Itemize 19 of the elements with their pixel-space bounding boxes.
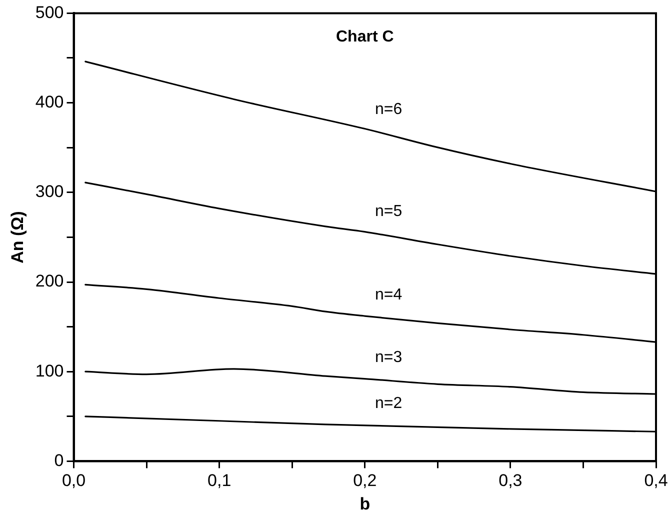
- y-tick-label: 300: [35, 182, 64, 202]
- series-label: n=2: [374, 395, 402, 412]
- y-tick-label: 500: [35, 2, 64, 22]
- x-tick-label: 0,1: [208, 471, 232, 490]
- y-tick-label: 400: [35, 92, 64, 112]
- y-tick-label: 200: [35, 272, 64, 291]
- series-label: n=3: [374, 349, 402, 366]
- y-tick-label: 100: [35, 361, 64, 380]
- x-tick-label: 0,2: [353, 471, 377, 490]
- x-tick-label: 0,0: [62, 471, 86, 490]
- series-label: n=4: [374, 286, 402, 304]
- x-tick-label: 0,4: [644, 471, 668, 490]
- x-tick-label: 0,3: [498, 471, 522, 490]
- y-tick-label: 0: [54, 450, 64, 470]
- series-label: n=6: [374, 101, 402, 118]
- text: Chart C: [336, 28, 394, 46]
- x-axis-title: b: [360, 494, 370, 514]
- y-axis-title: An (Ω): [8, 211, 27, 264]
- series-label: n=5: [374, 203, 402, 220]
